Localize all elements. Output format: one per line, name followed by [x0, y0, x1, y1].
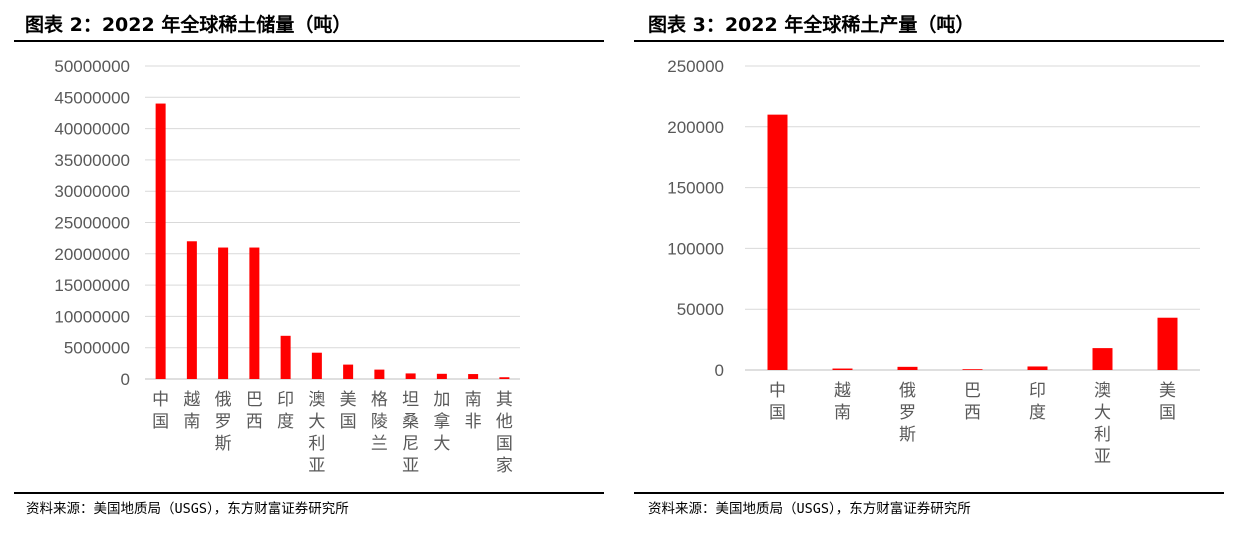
y-tick-label: 50000000 [54, 57, 130, 76]
y-tick-label: 250000 [667, 57, 724, 76]
chart-title: 图表 2：2022 年全球稀土储量（吨） [25, 14, 352, 36]
top-rule [14, 40, 604, 42]
production-chart: 0 50000 100000 150000 200000 250000 中国 越南 俄罗斯 巴西 印… [667, 57, 1200, 467]
y-tick-label: 200000 [667, 118, 724, 137]
category-label: 南非 [465, 390, 482, 432]
y-tick-label: 5000000 [64, 339, 130, 358]
bar [280, 335, 291, 379]
chart-title: 图表 3：2022 年全球稀土产量（吨） [648, 14, 975, 36]
bar [405, 373, 416, 379]
reserves-panel: 图表 2：2022 年全球稀土储量（吨） 0 5000000 10000000 150… [0, 0, 615, 537]
bar [767, 114, 788, 370]
category-label: 俄罗斯 [215, 390, 232, 454]
y-tick-label: 100000 [667, 239, 724, 258]
y-tick-label: 30000000 [54, 182, 130, 201]
category-label: 中国 [152, 390, 169, 432]
bar [1092, 348, 1113, 370]
y-tick-label: 35000000 [54, 151, 130, 170]
bottom-rule [14, 492, 604, 494]
production-panel: 图表 3：2022 年全球稀土产量（吨） 0 50000 100000 150000 2… [628, 0, 1235, 537]
bar [155, 103, 166, 379]
bar [186, 241, 197, 379]
source-note: 资料来源：美国地质局（USGS），东方财富证券研究所 [26, 501, 349, 517]
category-label: 美国 [340, 390, 357, 432]
y-tick-label: 50000 [677, 300, 724, 319]
bar [962, 369, 983, 370]
category-label: 越南 [183, 390, 200, 432]
y-tick-label: 45000000 [54, 88, 130, 107]
bottom-rule [634, 492, 1224, 494]
bar [374, 369, 385, 379]
category-label: 印度 [277, 390, 294, 432]
category-label: 坦桑尼亚 [402, 390, 419, 476]
category-label: 格陵兰 [371, 390, 388, 454]
category-label: 中国 [769, 381, 786, 423]
category-label: 澳大利亚 [1094, 381, 1111, 467]
category-label: 俄罗斯 [899, 381, 916, 445]
category-label: 巴西 [246, 390, 263, 432]
bar [343, 364, 354, 379]
y-tick-label: 0 [715, 361, 724, 380]
y-tick-label: 20000000 [54, 245, 130, 264]
y-tick-label: 15000000 [54, 276, 130, 295]
y-tick-label: 40000000 [54, 120, 130, 139]
y-tick-label: 150000 [667, 179, 724, 198]
category-label: 其他国家 [496, 390, 513, 476]
bar [832, 368, 853, 370]
category-label: 巴西 [964, 381, 981, 423]
bar [499, 377, 510, 379]
y-tick-label: 0 [121, 370, 130, 389]
source-note: 资料来源：美国地质局（USGS），东方财富证券研究所 [648, 501, 971, 517]
bar [897, 366, 918, 370]
bar [218, 247, 229, 379]
bar [1157, 317, 1178, 370]
reserves-chart: 0 5000000 10000000 15000000 20000000 25000000… [54, 57, 520, 476]
bar [311, 352, 322, 379]
category-label: 加拿大 [433, 390, 450, 454]
category-label: 澳大利亚 [308, 390, 325, 476]
bar [436, 373, 447, 379]
y-tick-label: 10000000 [54, 307, 130, 326]
category-label: 越南 [834, 381, 851, 423]
y-tick-label: 25000000 [54, 214, 130, 233]
bar [1027, 366, 1048, 370]
category-label: 印度 [1029, 381, 1046, 423]
top-rule [634, 40, 1224, 42]
bar [468, 374, 479, 379]
category-label: 美国 [1159, 381, 1176, 423]
bar [249, 247, 260, 379]
